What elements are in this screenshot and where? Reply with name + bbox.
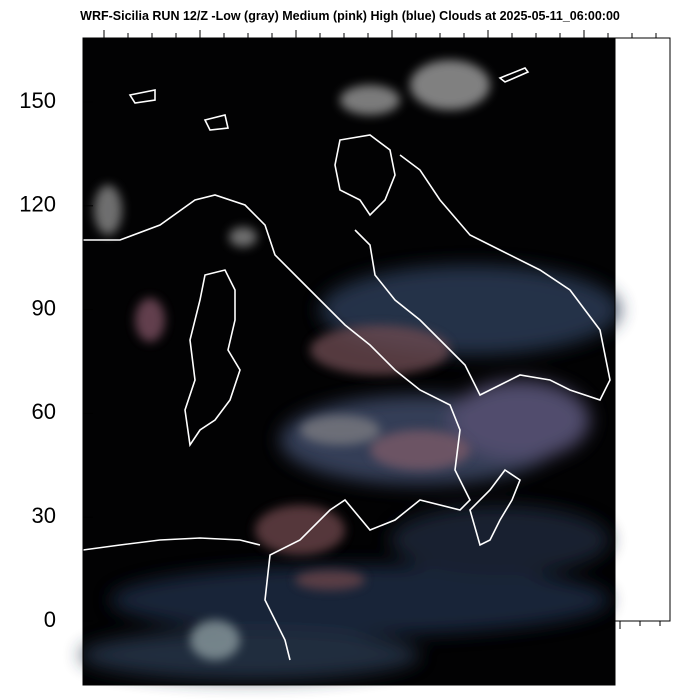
chart-title: WRF-Sicilia RUN 12/Z -Low (gray) Medium … — [80, 9, 620, 23]
top-ticks — [103, 30, 657, 38]
y-tick-label: 90 — [32, 295, 56, 320]
y-tick-label: 0 — [44, 607, 56, 632]
y-tick-label: 60 — [32, 399, 56, 424]
plot-border — [82, 37, 616, 686]
y-tick-label: 150 — [19, 88, 56, 113]
y-tick-label: 30 — [32, 503, 56, 528]
frame — [614, 37, 671, 622]
bottom-ticks — [619, 621, 661, 629]
y-tick-label: 120 — [19, 192, 56, 217]
map-image — [80, 38, 620, 685]
